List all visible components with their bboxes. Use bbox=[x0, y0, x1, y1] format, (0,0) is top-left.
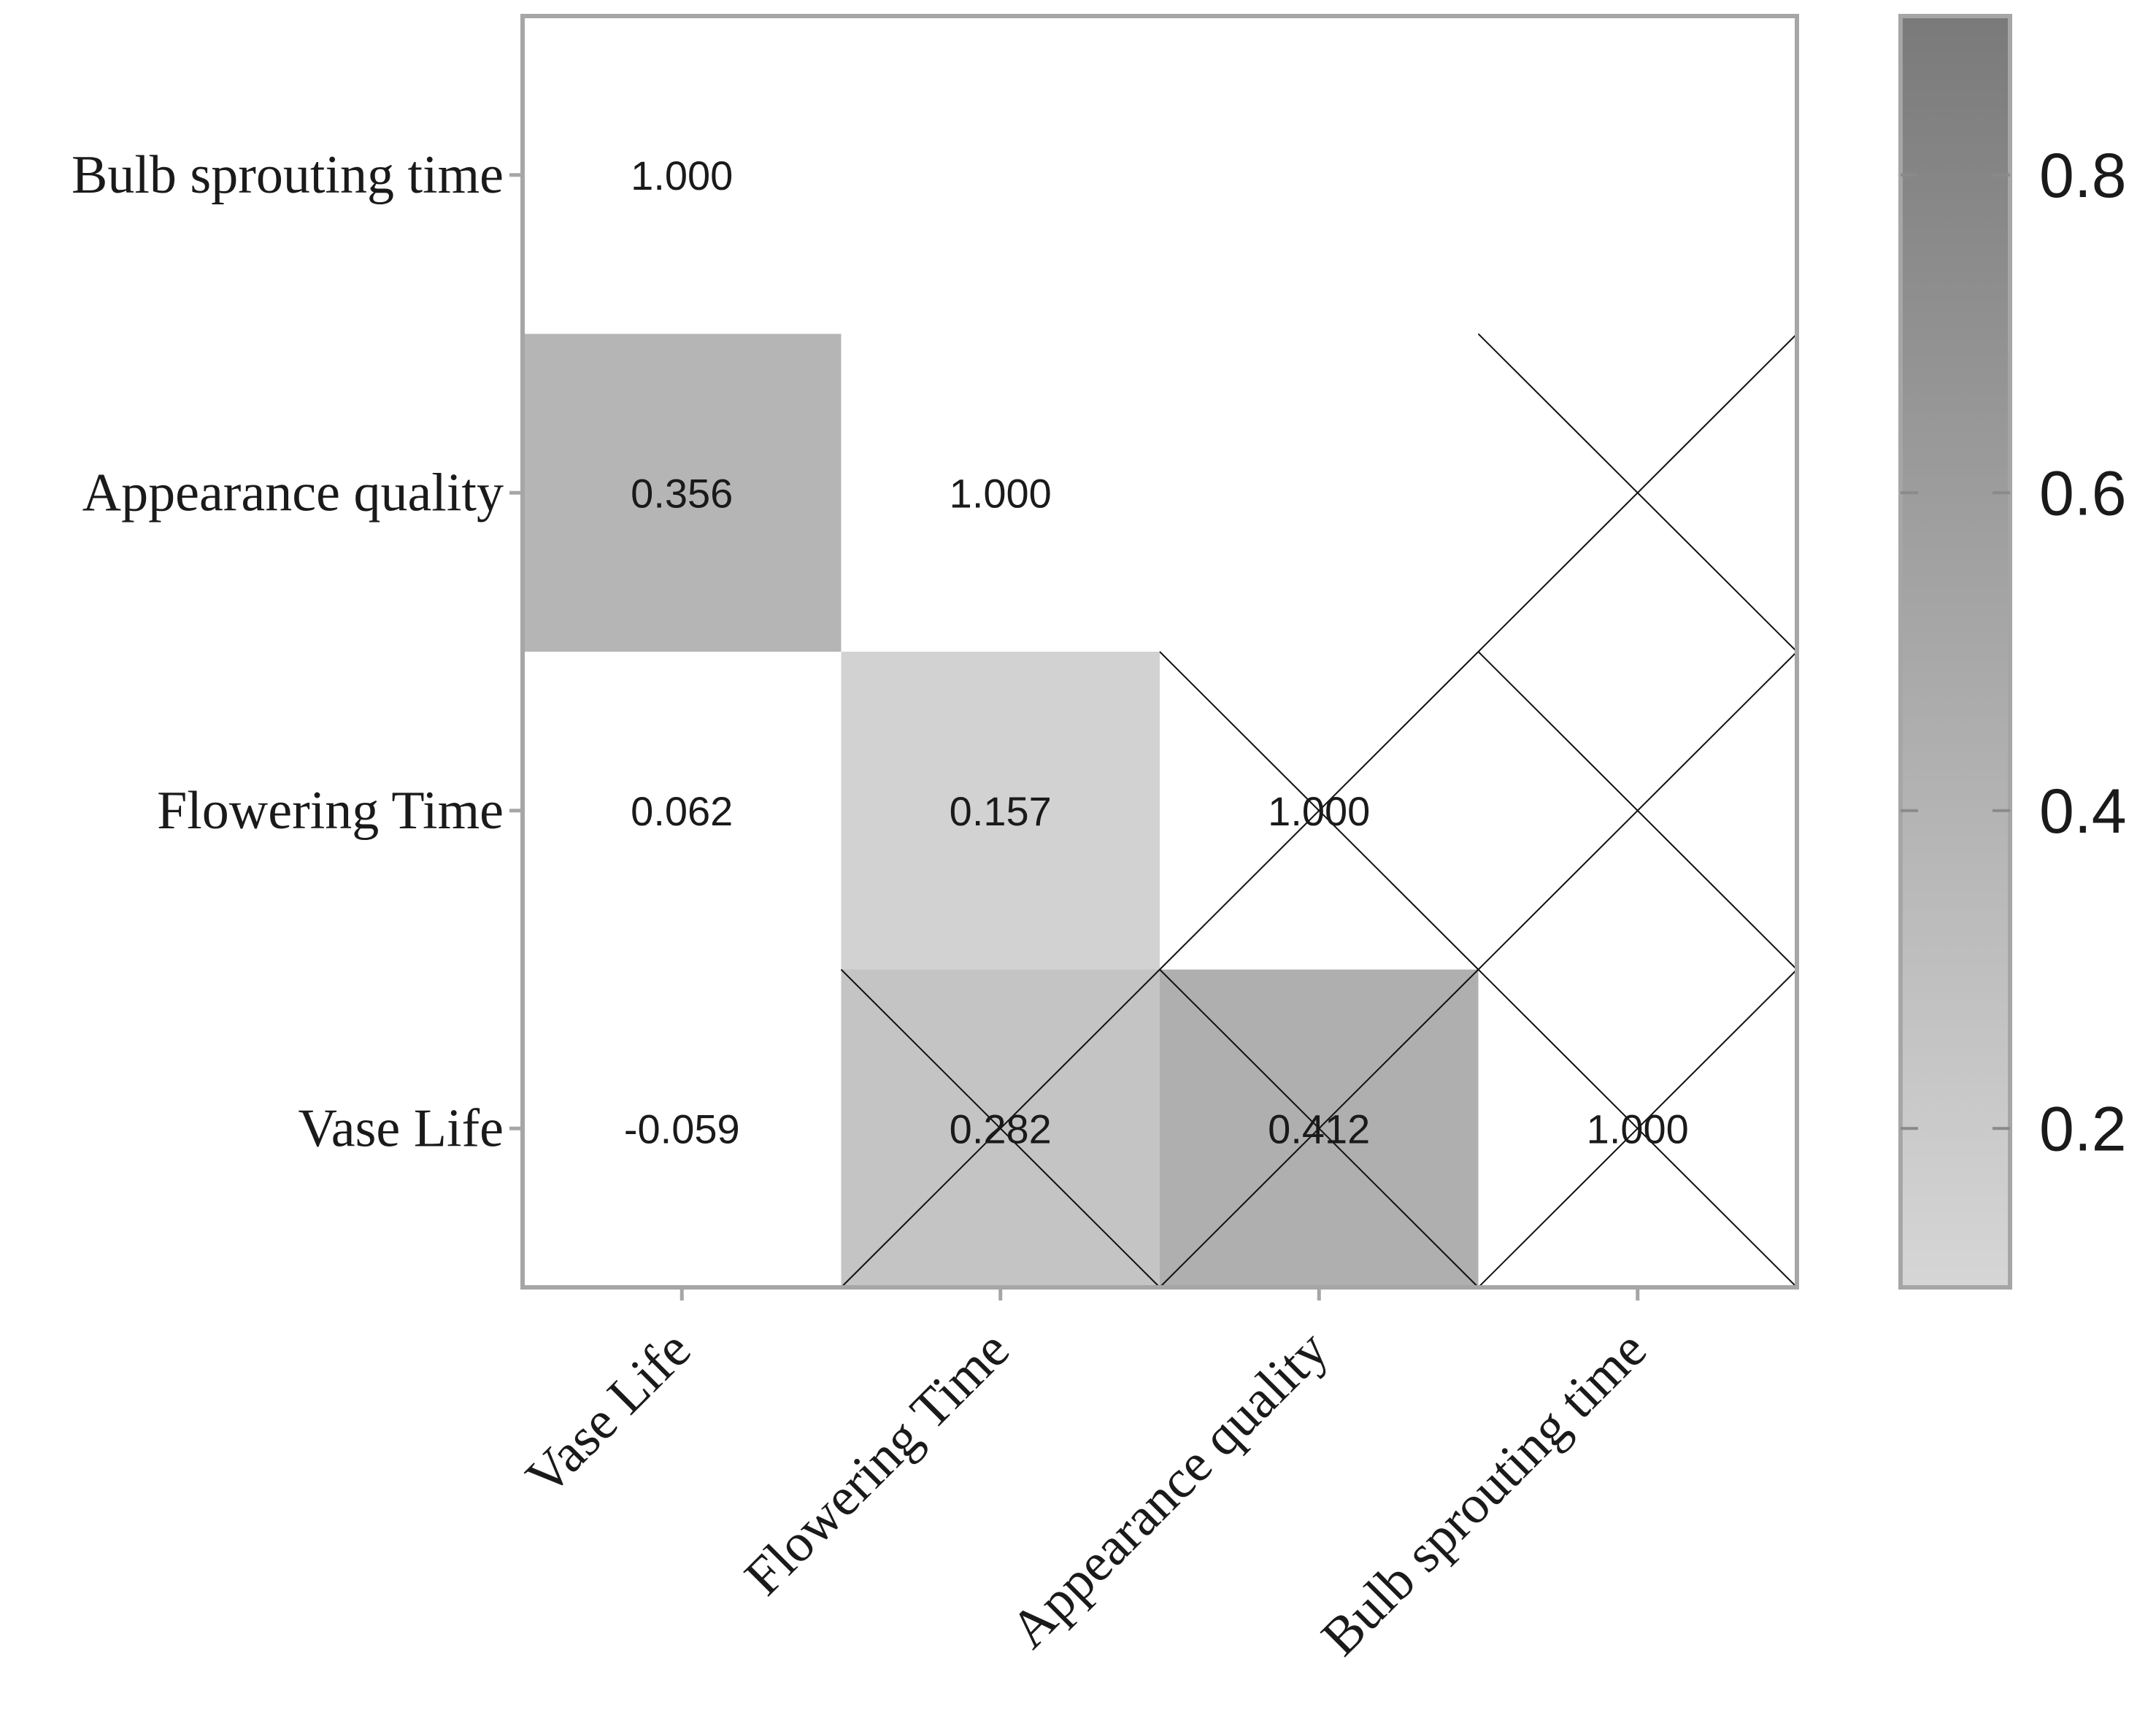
x-tick-label-bulb-sprouting-time: Bulb sprouting time bbox=[1310, 1319, 1658, 1668]
mask-diagonal bbox=[1159, 651, 1479, 971]
mask-diagonal bbox=[1159, 968, 1479, 1288]
cell-vase-life-vase-life bbox=[523, 969, 842, 1287]
y-tick-label-vase-life: Vase Life bbox=[299, 1098, 504, 1158]
y-tick-label-bulb-sprouting-time: Bulb sprouting time bbox=[72, 145, 504, 205]
x-tick-label-flowering-time: Flowering Time bbox=[734, 1319, 1021, 1607]
cell-value-label: 0.062 bbox=[631, 788, 733, 834]
colorbar-tick-label: 0.6 bbox=[2039, 458, 2127, 528]
x-tick-label-vase-life: Vase Life bbox=[515, 1319, 702, 1507]
colorbar-gradient bbox=[1898, 14, 2012, 1290]
cell-vase-life-appearance-quality bbox=[523, 334, 842, 652]
colorbar-tick-label: 0.8 bbox=[2039, 141, 2127, 211]
mask-diagonal bbox=[1477, 968, 1798, 1288]
mask-diagonal bbox=[1477, 651, 1798, 971]
cell-flowering-time-appearance-quality bbox=[841, 334, 1160, 652]
y-tick-label-appearance-quality: Appearance quality bbox=[82, 463, 504, 523]
mask-diagonal bbox=[1477, 333, 1798, 652]
masked-upper-triangle bbox=[840, 333, 1798, 1288]
colorbar: 0.2 0.4 0.6 0.8 bbox=[1898, 14, 2127, 1290]
cell-value-label: 0.412 bbox=[1268, 1106, 1370, 1152]
cell-flowering-time-flowering-time bbox=[841, 652, 1160, 970]
cell-value-label: 1.000 bbox=[1268, 788, 1370, 834]
cell-value-label: -0.059 bbox=[624, 1106, 740, 1152]
colorbar-tick-label: 0.4 bbox=[2039, 776, 2127, 847]
cell-value-label: 1.000 bbox=[1587, 1106, 1689, 1152]
cell-value-label: 1.000 bbox=[950, 470, 1052, 516]
mask-diagonal bbox=[840, 968, 1160, 1288]
cell-value-label: 0.282 bbox=[950, 1106, 1052, 1152]
cell-value-label: 0.157 bbox=[950, 788, 1052, 834]
x-tick-label-appearance-quality: Appearance quality bbox=[999, 1319, 1339, 1660]
cell-vase-life-flowering-time bbox=[523, 652, 842, 970]
plot-frame bbox=[520, 14, 1799, 1290]
cell-value-label: 1.000 bbox=[631, 153, 733, 199]
cell-value-labels: -0.059 0.282 0.412 1.000 0.062 0.157 1.000 0.35… bbox=[624, 153, 1689, 1152]
cell-value-label: 0.356 bbox=[631, 470, 733, 516]
colorbar-tick-label: 0.2 bbox=[2039, 1094, 2127, 1164]
cell-vase-life-bulb-sprouting-time bbox=[523, 16, 842, 334]
y-tick-label-flowering-time: Flowering Time bbox=[157, 781, 504, 841]
